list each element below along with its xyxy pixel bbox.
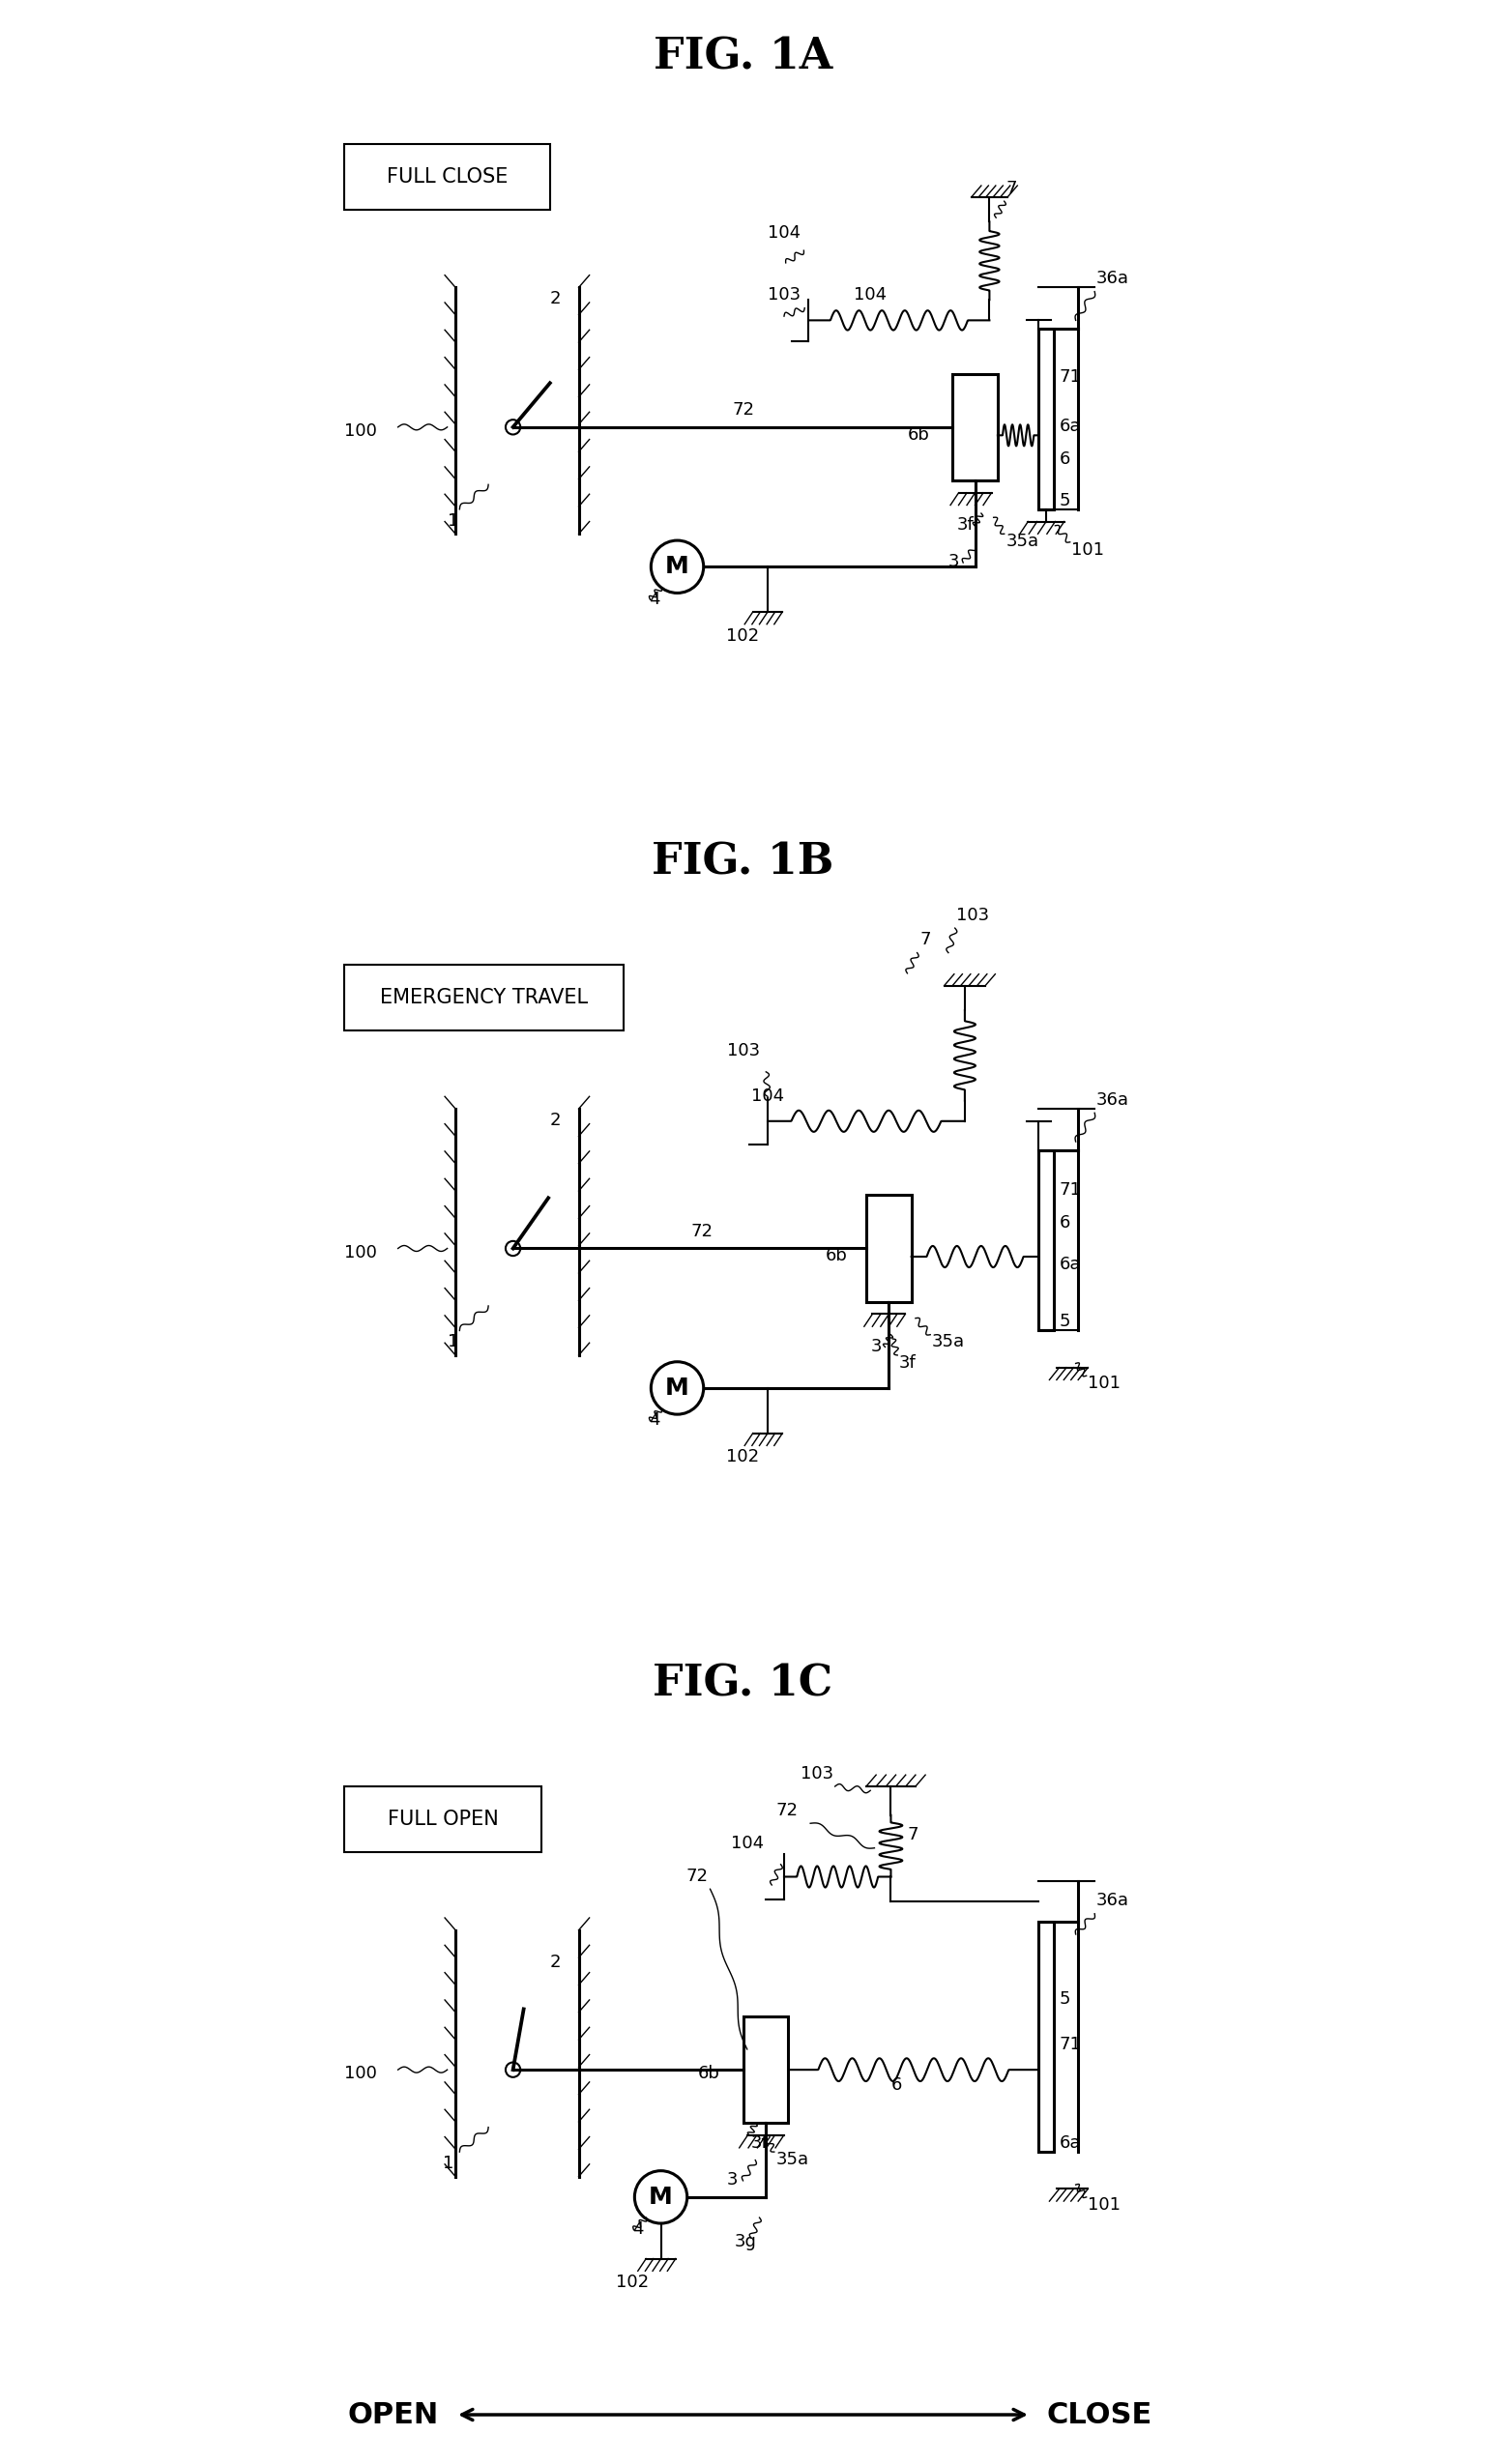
Bar [1039,328,1054,510]
Text: 1: 1 [443,2156,455,2173]
Bar [743,2016,788,2124]
Text: M: M [666,1377,690,1400]
Text: 100: 100 [345,2065,377,2082]
Circle shape [651,540,703,594]
Text: 104: 104 [752,1087,785,1104]
Text: 5: 5 [1060,493,1070,510]
Text: FIG. 1C: FIG. 1C [652,1663,834,1705]
Text: 103: 103 [801,1764,834,1781]
Circle shape [635,2171,687,2223]
Text: 72: 72 [685,1868,707,1885]
Text: 1: 1 [447,1333,458,1350]
Text: 2: 2 [550,291,562,308]
Text: 102: 102 [727,628,759,646]
FancyBboxPatch shape [345,143,550,209]
Text: 7: 7 [1006,180,1016,197]
Text: 3f: 3f [899,1355,917,1372]
Text: 7: 7 [920,931,930,949]
Text: 4: 4 [632,2220,643,2237]
Text: 2: 2 [550,1954,562,1971]
Circle shape [505,1242,520,1257]
Text: OPEN: OPEN [348,2400,438,2430]
Text: 4: 4 [648,591,660,609]
Text: 3: 3 [948,554,960,572]
Text: 6: 6 [1060,1215,1070,1232]
Text: 6b: 6b [908,426,929,444]
Text: 5: 5 [1060,1313,1070,1331]
Text: 103: 103 [957,907,990,924]
Text: 72: 72 [776,1801,798,1818]
Text: 104: 104 [731,1836,764,1853]
Text: M: M [649,2186,673,2208]
FancyBboxPatch shape [345,1786,542,1853]
Text: M: M [666,554,690,579]
FancyBboxPatch shape [345,966,624,1030]
Text: FIG. 1A: FIG. 1A [654,37,832,79]
Text: 35a: 35a [932,1333,964,1350]
Text: 2: 2 [550,1111,562,1129]
Text: 71: 71 [1060,2035,1082,2053]
Text: 100: 100 [345,1244,377,1262]
Text: 3: 3 [727,2171,737,2188]
Text: EMERGENCY TRAVEL: EMERGENCY TRAVEL [380,988,588,1008]
Text: 7: 7 [908,1826,918,1843]
Text: 104: 104 [768,224,801,241]
Text: 72: 72 [733,402,753,419]
Text: 101: 101 [1071,542,1104,559]
Text: FULL OPEN: FULL OPEN [388,1809,499,1828]
Text: 5: 5 [1060,1991,1070,2008]
Text: 35a: 35a [1006,532,1039,549]
Text: 1: 1 [447,513,458,530]
Text: 3f: 3f [752,2134,768,2151]
Text: 71: 71 [1060,1183,1082,1200]
Text: 72: 72 [691,1222,713,1239]
Circle shape [651,1363,703,1414]
Text: 6: 6 [1060,451,1070,468]
Bar [866,1195,911,1301]
Text: 71: 71 [1060,370,1082,387]
Text: 101: 101 [1088,2195,1120,2213]
Text: 6: 6 [892,2077,902,2094]
Text: 6a: 6a [1060,1257,1080,1274]
Text: 36a: 36a [1097,1092,1129,1109]
Text: 100: 100 [345,421,377,441]
Text: CLOSE: CLOSE [1048,2400,1153,2430]
Text: 4: 4 [648,1412,660,1429]
Text: 102: 102 [615,2274,648,2292]
Text: 6a: 6a [1060,2134,1080,2151]
Text: 3: 3 [871,1338,881,1355]
Text: 6b: 6b [825,1247,847,1264]
Text: 35a: 35a [776,2151,808,2168]
Bar [1039,1151,1054,1331]
Bar [1039,1922,1054,2151]
Text: 104: 104 [854,286,887,303]
Text: 103: 103 [768,286,801,303]
Circle shape [505,419,520,434]
Text: 6b: 6b [698,2065,719,2082]
Text: 36a: 36a [1097,1892,1129,1910]
Text: FULL CLOSE: FULL CLOSE [386,168,508,187]
Text: 6a: 6a [1060,419,1080,436]
Circle shape [505,2062,520,2077]
Bar [953,375,997,480]
Text: 101: 101 [1088,1375,1120,1392]
Text: 3f: 3f [957,517,973,535]
Text: 36a: 36a [1097,271,1129,288]
Text: 3g: 3g [734,2232,756,2250]
Text: 103: 103 [727,1042,759,1060]
Text: FIG. 1B: FIG. 1B [652,843,834,882]
Text: 102: 102 [727,1449,759,1466]
